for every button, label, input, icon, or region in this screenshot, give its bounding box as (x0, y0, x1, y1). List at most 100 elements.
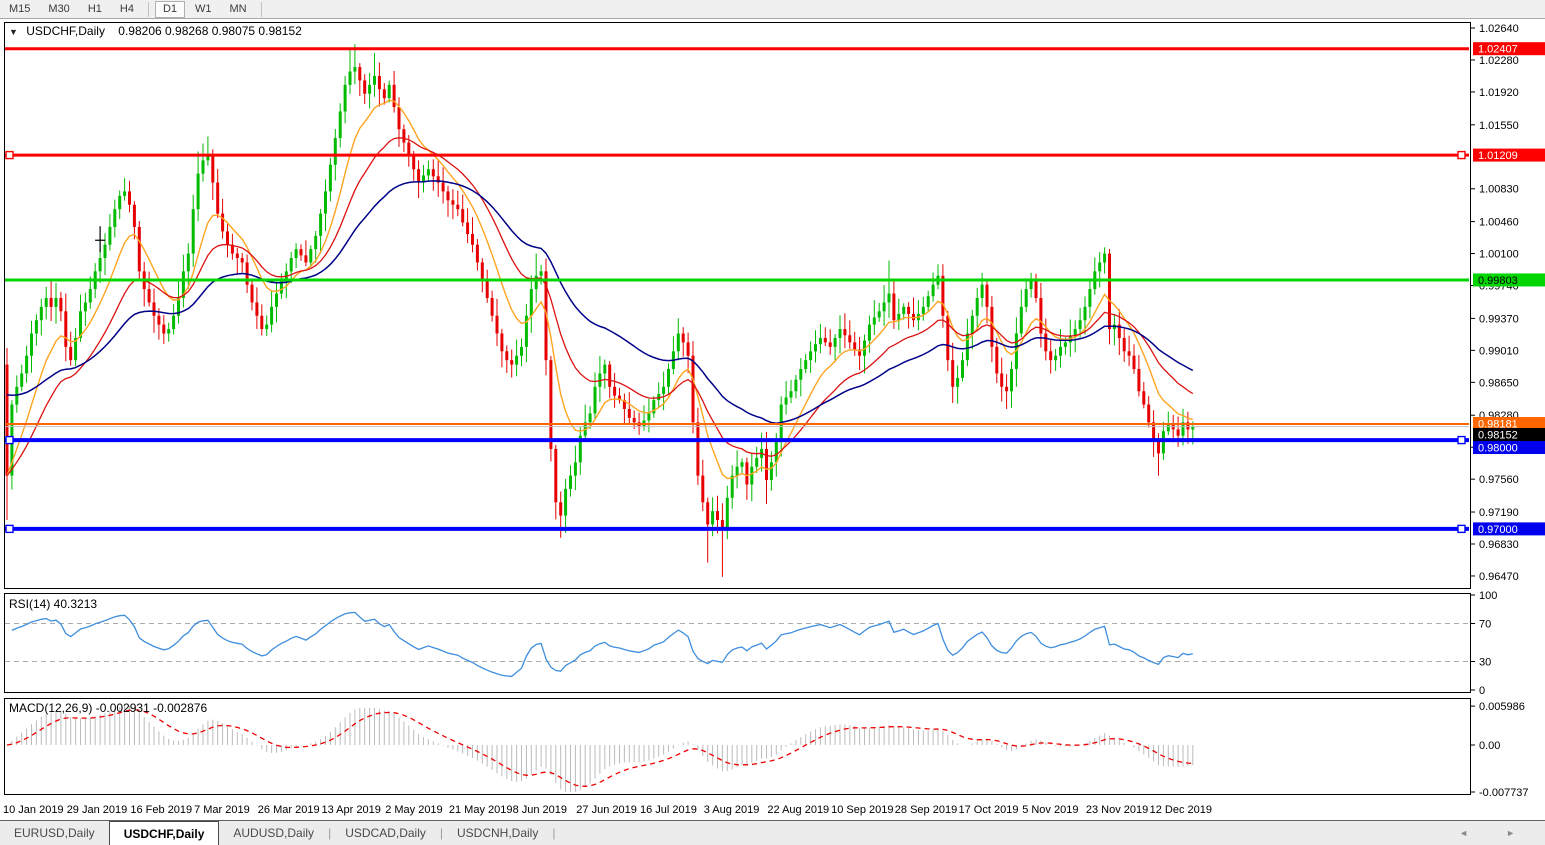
candle-body (1044, 333, 1048, 352)
price-axis-tick-label: 0.96470 (1479, 571, 1519, 583)
candle-body (103, 244, 107, 259)
candle-body (1059, 346, 1062, 356)
candle-body (1152, 422, 1156, 441)
tab-usdcnh[interactable]: USDCNH,Daily (457, 826, 539, 840)
candle-body (853, 342, 857, 350)
candle-body (333, 138, 337, 165)
candle-body (750, 466, 754, 485)
candle-body (206, 155, 210, 161)
candle-body (1024, 289, 1028, 307)
price-level-label-text: 1.02407 (1478, 44, 1518, 56)
tab-scroll-right-icon[interactable]: ► (1506, 828, 1515, 838)
candle-body (162, 324, 166, 334)
tab-eurusd[interactable]: EURUSD,Daily (14, 826, 95, 840)
candle-body (279, 280, 283, 294)
candle-body (520, 346, 523, 356)
chart-dropdown-arrow-icon[interactable]: ▼ (9, 27, 18, 37)
timeframe-button-m15[interactable]: M15 (9, 2, 31, 15)
price-level-label-text: 0.98000 (1478, 443, 1518, 455)
tab-usdcad[interactable]: USDCAD,Daily (345, 826, 426, 840)
candle-body (44, 297, 48, 307)
candle-body (799, 369, 803, 380)
candle-body (652, 400, 656, 414)
candle-body (892, 293, 896, 321)
candle-body (814, 344, 817, 352)
date-axis-label: 2 May 2019 (385, 804, 442, 816)
candle-body (1083, 306, 1087, 321)
candle-body (926, 296, 930, 307)
candle-body (328, 164, 332, 192)
price-level-label-text: 0.97000 (1478, 524, 1518, 536)
candle-body (1078, 320, 1082, 330)
rsi-axis-label: 30 (1479, 657, 1491, 669)
date-axis-label: 21 May 2019 (449, 804, 513, 816)
timeframe-button-w1[interactable]: W1 (195, 2, 212, 15)
candle-body (118, 195, 122, 210)
tab-scroll-left-icon[interactable]: ◄ (1459, 828, 1469, 838)
timeframe-button-h4[interactable]: H4 (119, 2, 134, 15)
date-axis-label: 28 Sep 2019 (895, 804, 957, 816)
candle-body (765, 448, 768, 481)
candle-body (137, 226, 141, 272)
tab-separator: | (328, 826, 332, 840)
candle-body (794, 379, 798, 392)
line-handle (5, 150, 14, 160)
candle-body (980, 284, 984, 298)
candle-body (294, 249, 298, 259)
candle-body (603, 364, 607, 374)
candle-body (706, 502, 710, 525)
candle-body (823, 337, 827, 343)
candle-body (20, 373, 24, 387)
moving-average-line (6, 180, 1194, 425)
candle-body (64, 311, 68, 347)
candle-body (54, 297, 58, 307)
candle-body (83, 302, 87, 312)
candle-body (1073, 329, 1077, 336)
timeframe-toolbar: M15 M30 H1 H4 D1 W1 MN (0, 0, 1545, 19)
candle-body (809, 351, 813, 361)
candle-body (1117, 324, 1121, 338)
candle-body (578, 435, 582, 463)
candle-body (485, 280, 489, 298)
price-axis-tick-label: 1.02280 (1479, 55, 1519, 67)
candle-body (39, 306, 43, 321)
candle-body (152, 302, 156, 316)
candle-body (961, 360, 964, 378)
candle-body (338, 111, 342, 139)
timeframe-button-d1[interactable]: D1 (154, 0, 185, 18)
price-level-label-text: 1.01209 (1478, 150, 1518, 162)
candle-body (49, 297, 53, 307)
price-level-label (1473, 273, 1545, 287)
macd-axis-label: 0.00 (1479, 740, 1500, 752)
timeframe-button-mn[interactable]: MN (229, 2, 247, 15)
candle-body (529, 289, 533, 316)
tab-separator: | (552, 826, 556, 840)
candle-body (123, 191, 127, 196)
candle-body (30, 333, 33, 356)
candle-body (877, 311, 881, 318)
price-level-label-text: 0.99803 (1478, 275, 1518, 287)
candle-body (309, 249, 313, 263)
candle-body (1127, 351, 1131, 356)
tab-audusd[interactable]: AUDUSD,Daily (233, 826, 315, 840)
candle-body (147, 289, 151, 303)
price-axis-tick-label: 1.00830 (1479, 184, 1519, 196)
timeframe-button-m30[interactable]: M30 (48, 2, 70, 15)
macd-axis-label: -0.007737 (1479, 787, 1529, 799)
candle-body (804, 360, 808, 370)
candle-body (353, 67, 357, 72)
candle-body (1142, 391, 1146, 405)
candle-body (667, 369, 670, 387)
candle-body (392, 84, 396, 108)
price-level-label (1473, 441, 1545, 455)
candle-body (510, 360, 514, 365)
candle-body (833, 337, 837, 347)
candle-body (549, 360, 553, 449)
candle-body (270, 306, 274, 325)
candle-body (431, 169, 435, 177)
chart-title-symbol: USDCHF,Daily (26, 24, 105, 38)
tab-usdchf[interactable]: USDCHF,Daily (108, 821, 220, 845)
timeframe-button-h1[interactable]: H1 (87, 2, 102, 15)
candle-body (500, 333, 504, 352)
